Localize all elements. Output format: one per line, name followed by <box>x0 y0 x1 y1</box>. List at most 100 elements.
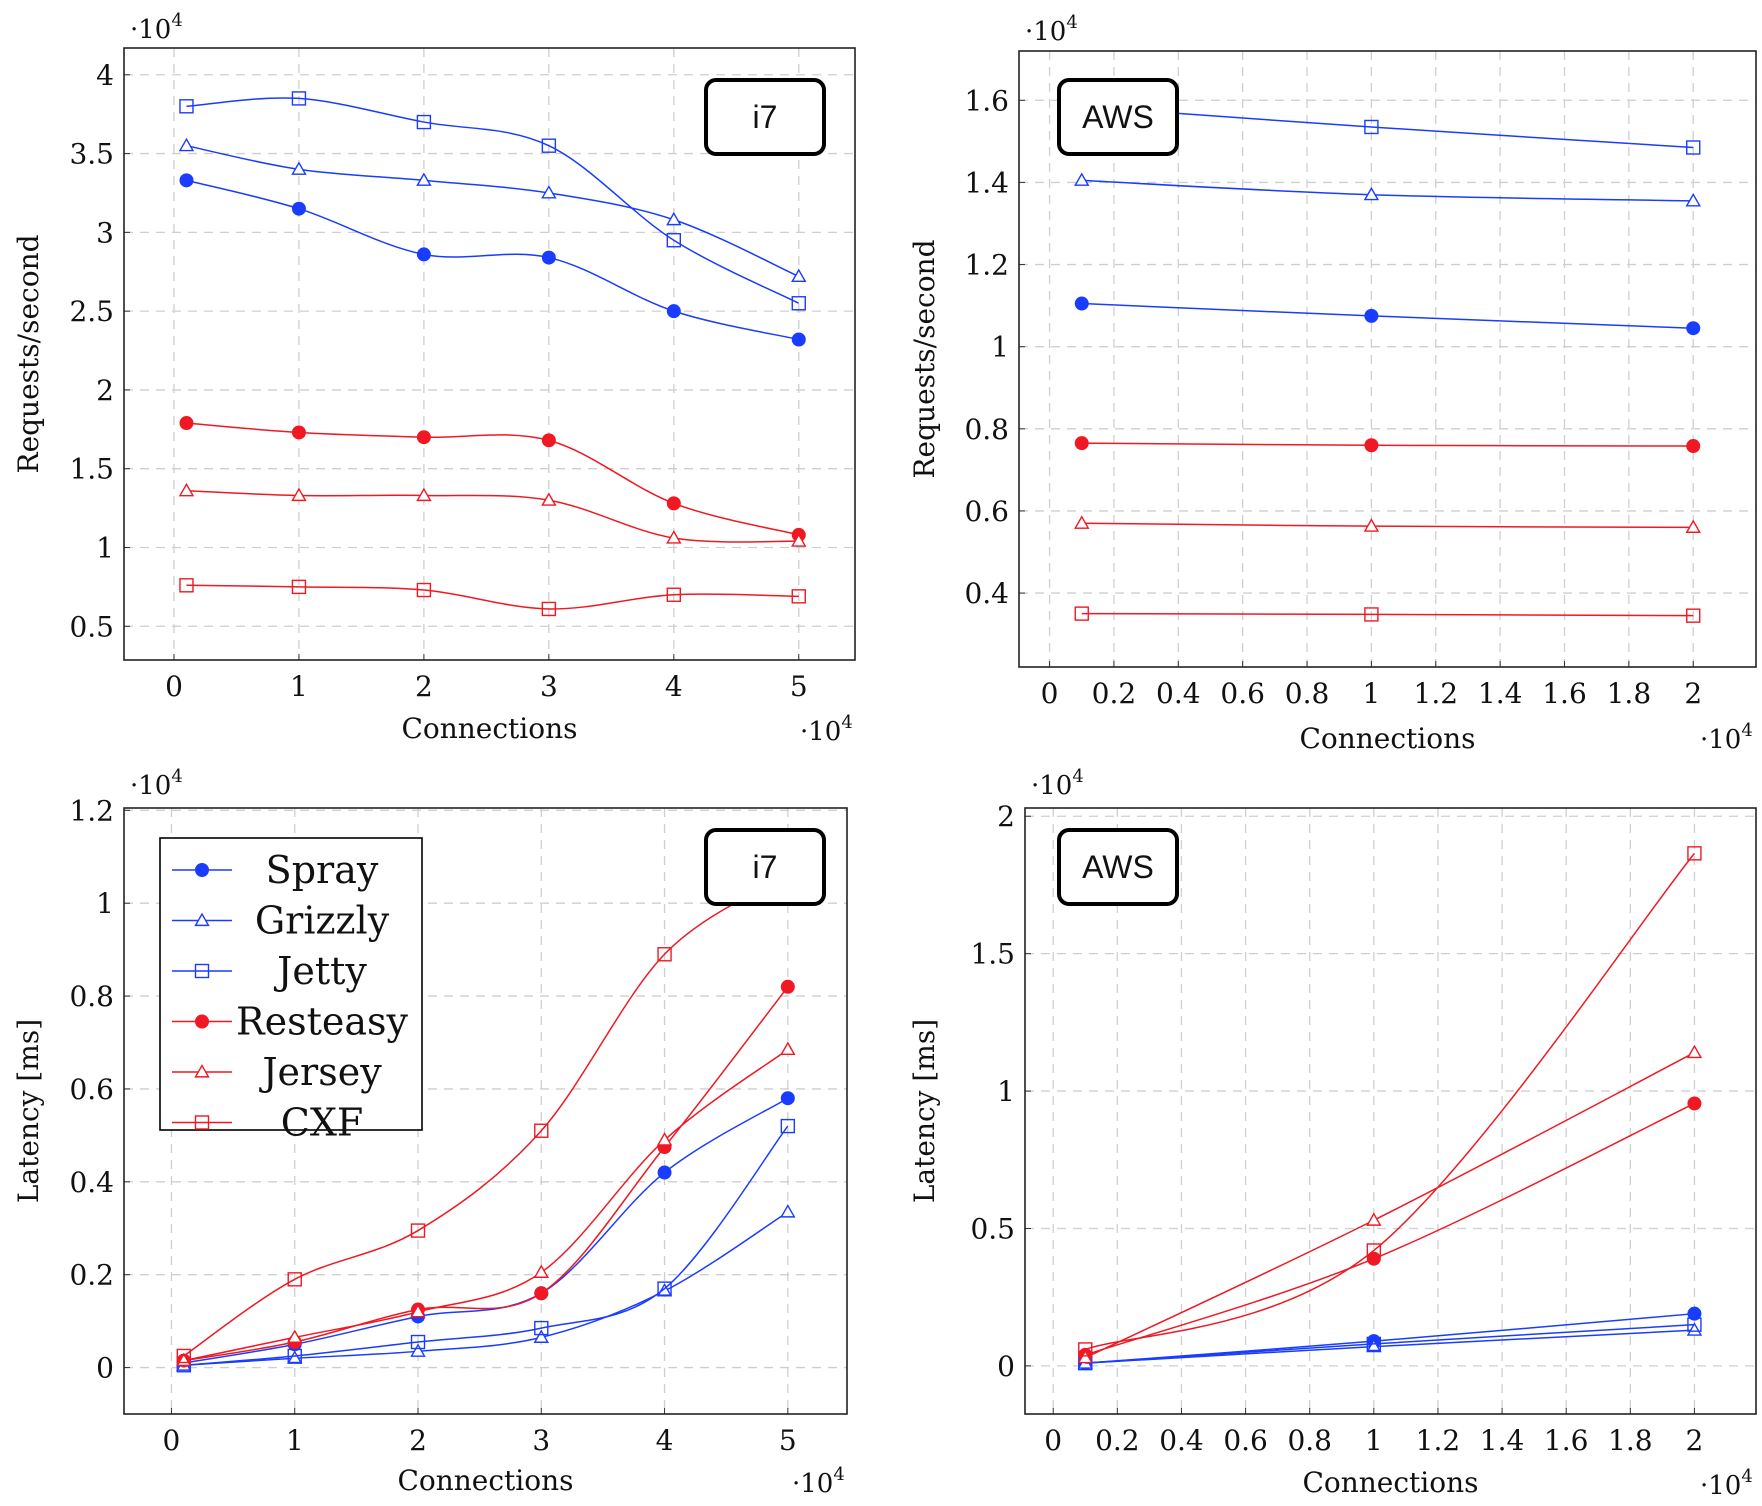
data-point-cxf <box>1078 1342 1093 1357</box>
data-point-jersey <box>178 482 195 497</box>
legend-label: Resteasy <box>236 1000 409 1044</box>
x-tick-label: 0.8 <box>1285 677 1330 710</box>
data-point-resteasy <box>780 979 795 994</box>
y-axis-label: Requests/second <box>908 239 941 478</box>
y-multiplier-exp: 4 <box>171 766 182 787</box>
data-point-grizzly <box>541 185 557 199</box>
x-tick-label: 1.2 <box>1416 1424 1461 1457</box>
x-tick-label: 0 <box>1044 1424 1062 1457</box>
x-tick-label: 1 <box>1365 1424 1383 1457</box>
annotation-label: i7 <box>753 99 778 135</box>
legend-label: Jersey <box>258 1050 382 1094</box>
x-tick-label: 0.4 <box>1159 1424 1204 1457</box>
triangle-marker-icon <box>194 912 210 927</box>
annotation-label: AWS <box>1082 99 1154 135</box>
x-tick-label: 0.8 <box>1287 1424 1332 1457</box>
x-axis-label: Connections <box>401 712 577 745</box>
legend: Spray Grizzly Jetty Resteasy Jersey CXF <box>159 837 423 1145</box>
data-point-resteasy <box>1364 438 1379 453</box>
legend-item-jetty: Jetty <box>172 949 367 993</box>
data-point-jetty <box>179 99 194 114</box>
data-point-jersey <box>1077 1349 1093 1364</box>
data-point-resteasy <box>1686 439 1701 454</box>
legend-label: Jetty <box>273 949 367 993</box>
data-point-spray <box>416 247 431 262</box>
chart-i7-throughput: 0 1 2 3 4 50.511.522.533.54·104·104Connection… <box>12 10 856 747</box>
series-line-spray <box>1081 302 1694 329</box>
data-point-grizzly <box>1686 1322 1703 1336</box>
annotation-frame <box>1057 78 1179 156</box>
y-tick-label: 1 <box>96 887 114 920</box>
data-point-jersey <box>291 487 307 502</box>
data-point-grizzly <box>656 1283 673 1297</box>
data-point-grizzly <box>1366 1338 1382 1353</box>
data-point-spray <box>666 304 681 319</box>
data-point-grizzly <box>291 161 307 175</box>
data-point-grizzly <box>1685 192 1701 207</box>
x-multiplier: ·104 <box>800 712 853 747</box>
data-point-grizzly <box>1074 172 1090 186</box>
y-multiplier: ·104 <box>130 766 183 801</box>
chart-i7-latency: 0 1 2 3 4 5 0 0.2 0.4 0.6 0.8 1 1.2 ·104 ·104 Connectio… <box>12 766 848 1499</box>
data-point-grizzly <box>416 172 432 186</box>
data-point-jetty <box>416 114 432 130</box>
legend-item-spray: Spray <box>172 848 379 892</box>
x-tick-label: 5 <box>779 1424 797 1457</box>
data-point-jetty <box>534 1320 549 1336</box>
series-line-jersey <box>1081 522 1694 529</box>
series-line-cxf <box>183 874 789 1357</box>
y-tick-label: 1.2 <box>69 794 114 827</box>
chart-aws-throughput: 0 0.2 0.4 0.6 0.8 1 1.2 1.4 1.6 1.8 2 0.4 0.6 0.8 1 1.2… <box>908 12 1757 755</box>
x-tick-label: 1 <box>286 1424 304 1457</box>
data-point-resteasy <box>291 425 306 440</box>
data-point-resteasy <box>666 496 681 511</box>
series-line-resteasy <box>1085 1102 1695 1356</box>
y-multiplier: ·104 <box>1031 766 1084 801</box>
x-multiplier-exp: 4 <box>1741 1466 1752 1487</box>
data-point-jersey <box>1686 1044 1703 1059</box>
annotation-box: AWS <box>1057 828 1179 906</box>
data-point-jersey <box>656 1132 673 1146</box>
data-point-jetty <box>657 1281 672 1296</box>
legend-item-jersey: Jersey <box>172 1050 382 1094</box>
data-point-cxf <box>291 579 307 595</box>
data-point-spray <box>1074 296 1089 311</box>
x-tick-label: 2 <box>409 1424 427 1457</box>
data-point-jetty <box>780 1118 796 1134</box>
data-point-cxf <box>791 589 806 604</box>
data-point-cxf <box>179 578 194 593</box>
series-line-spray <box>186 179 799 341</box>
x-tick-label: 0 <box>1041 677 1059 710</box>
circle-marker-icon <box>195 863 209 877</box>
y-tick-label: 0 <box>96 1352 114 1385</box>
data-point-resteasy <box>1074 436 1089 451</box>
y-multiplier-exp: 4 <box>1072 766 1083 787</box>
data-point-grizzly <box>410 1343 426 1357</box>
legend-frame <box>159 837 423 1131</box>
circle-marker-icon <box>195 1014 209 1029</box>
x-multiplier-exp: 4 <box>833 1464 844 1485</box>
plot-frame <box>1024 807 1757 1415</box>
data-point-jersey <box>791 533 807 547</box>
legend-item-resteasy: Resteasy <box>172 1000 409 1044</box>
y-tick-label: 0.4 <box>964 577 1009 610</box>
data-point-jersey <box>1074 515 1090 529</box>
series-line-jersey <box>1084 1051 1695 1359</box>
data-point-spray <box>179 173 194 188</box>
series-line-cxf <box>1085 852 1696 1351</box>
x-tick-label: 1 <box>1362 677 1380 710</box>
series-line-spray <box>183 1097 789 1364</box>
series-line-jersey <box>186 490 799 543</box>
y-tick-label: 3.5 <box>69 138 114 171</box>
series-line-jetty <box>1085 1323 1695 1364</box>
x-tick-label: 1.8 <box>1608 1424 1653 1457</box>
y-multiplier-exp: 4 <box>1066 12 1077 33</box>
y-tick-label: 2.5 <box>69 295 114 328</box>
x-axis-label: Connections <box>1299 722 1475 755</box>
x-tick-label: 1.4 <box>1480 1424 1525 1457</box>
data-point-jetty <box>1364 119 1379 135</box>
x-tick-label: 0 <box>165 670 183 703</box>
annotation-box: i7 <box>704 78 826 156</box>
annotation-box: i7 <box>704 828 826 906</box>
data-point-cxf <box>287 1272 302 1287</box>
